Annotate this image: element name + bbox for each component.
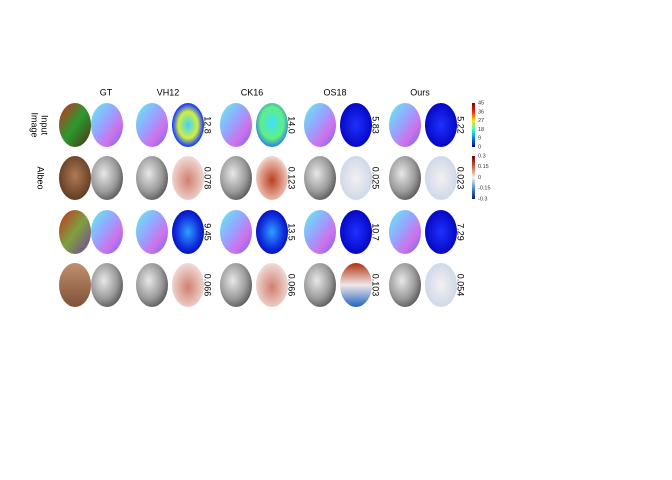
face-image — [91, 210, 123, 254]
face-image — [425, 263, 457, 307]
error-value: 0.066 — [287, 274, 297, 297]
error-value: 5.22 — [456, 116, 466, 134]
colorbar-tick-label: 0.15 — [478, 164, 489, 170]
error-value: 14.0 — [287, 116, 297, 134]
face-image — [340, 103, 372, 147]
face-image — [136, 263, 168, 307]
face-image — [172, 156, 204, 200]
face-image — [172, 103, 204, 147]
column-header: GT — [100, 87, 113, 97]
face-image — [172, 210, 204, 254]
face-image — [59, 103, 91, 147]
error-value: 5.83 — [371, 116, 381, 134]
face-image — [59, 263, 91, 307]
face-image — [304, 103, 336, 147]
column-header: OS18 — [323, 87, 346, 97]
face-image — [304, 210, 336, 254]
face-image — [59, 210, 91, 254]
error-value: 9.45 — [203, 223, 213, 241]
colorbar-tick-label: 27 — [478, 118, 484, 124]
error-value: 13.5 — [287, 223, 297, 241]
face-image — [136, 210, 168, 254]
face-image — [136, 103, 168, 147]
error-value: 12.8 — [203, 116, 213, 134]
error-value: 0.054 — [456, 274, 466, 297]
error-value: 0.023 — [456, 167, 466, 190]
face-image — [340, 210, 372, 254]
face-image — [389, 156, 421, 200]
error-value: 0.066 — [203, 274, 213, 297]
face-image — [425, 210, 457, 254]
face-image — [389, 103, 421, 147]
face-image — [220, 263, 252, 307]
column-header: CK16 — [241, 87, 264, 97]
error-value: 7.29 — [456, 223, 466, 241]
colorbar-tick-label: 0 — [478, 175, 481, 181]
face-image — [256, 103, 288, 147]
face-image — [425, 103, 457, 147]
column-header: Ours — [410, 87, 430, 97]
face-image — [256, 263, 288, 307]
error-value: 10.7 — [371, 223, 381, 241]
error-value: 0.123 — [287, 167, 297, 190]
colorbar-tick-label: 45 — [478, 100, 484, 106]
face-image — [220, 210, 252, 254]
colorbar-tick-label: 9 — [478, 136, 481, 142]
colorbar-tick-label: 18 — [478, 127, 484, 133]
error-value: 0.103 — [371, 274, 381, 297]
face-image — [220, 103, 252, 147]
face-image — [136, 156, 168, 200]
face-image — [91, 156, 123, 200]
column-header: VH12 — [157, 87, 180, 97]
error-value: 0.078 — [203, 167, 213, 190]
error-value: 0.025 — [371, 167, 381, 190]
colorbar — [472, 156, 475, 199]
face-image — [220, 156, 252, 200]
row-label-line: Image — [30, 112, 40, 137]
face-image — [425, 156, 457, 200]
face-image — [172, 263, 204, 307]
face-image — [340, 263, 372, 307]
face-image — [304, 156, 336, 200]
colorbar-tick-label: -0.3 — [478, 196, 487, 202]
face-image — [304, 263, 336, 307]
face-image — [256, 210, 288, 254]
colorbar-tick-label: 0.3 — [478, 153, 486, 159]
face-image — [256, 156, 288, 200]
face-image — [91, 263, 123, 307]
colorbar-tick-label: -0.15 — [478, 186, 491, 192]
colorbar — [472, 103, 475, 147]
face-image — [340, 156, 372, 200]
face-image — [389, 263, 421, 307]
face-image — [59, 156, 91, 200]
colorbar-tick-label: 0 — [478, 144, 481, 150]
row-label-line: Input — [40, 115, 50, 136]
row-label: Albeo — [36, 166, 46, 189]
face-image — [91, 103, 123, 147]
colorbar-tick-label: 36 — [478, 109, 484, 115]
face-image — [389, 210, 421, 254]
